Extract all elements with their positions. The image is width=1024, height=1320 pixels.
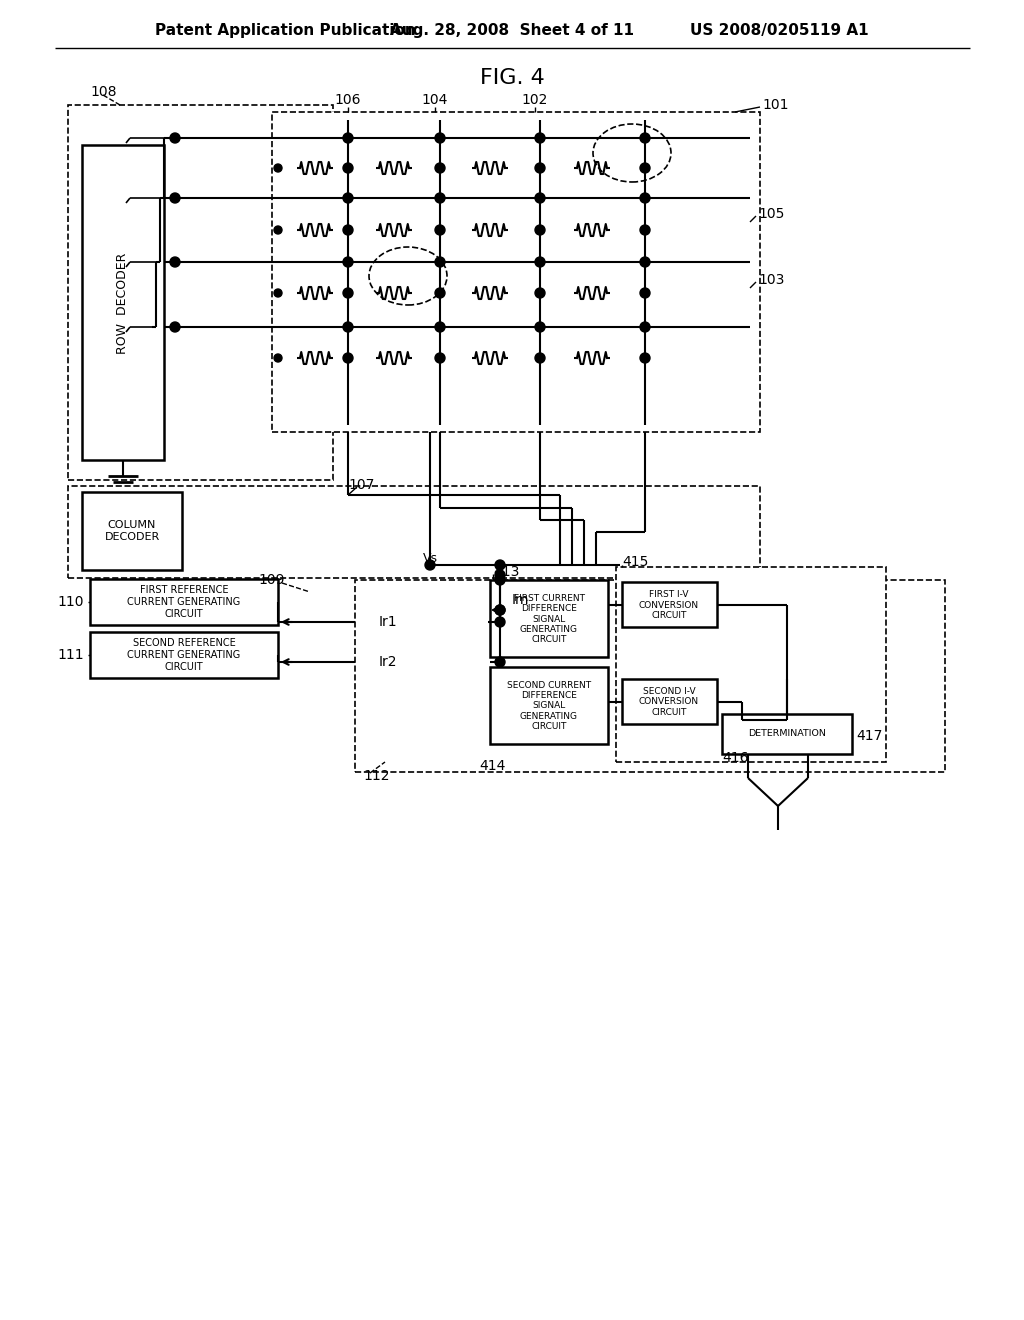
Text: 107: 107 <box>349 478 375 492</box>
Circle shape <box>495 657 505 667</box>
Bar <box>272 112 760 432</box>
Circle shape <box>535 288 545 298</box>
Circle shape <box>640 224 650 235</box>
Text: 105: 105 <box>758 207 784 220</box>
Bar <box>90 632 278 678</box>
Text: 102: 102 <box>522 92 548 107</box>
Circle shape <box>343 193 353 203</box>
Bar <box>722 714 852 754</box>
Circle shape <box>495 616 505 627</box>
Text: FIRST CURRENT
DIFFERENCE
SIGNAL
GENERATING
CIRCUIT: FIRST CURRENT DIFFERENCE SIGNAL GENERATI… <box>513 594 585 644</box>
Circle shape <box>435 224 445 235</box>
Bar <box>68 486 760 578</box>
Circle shape <box>640 257 650 267</box>
Text: 110: 110 <box>57 595 84 609</box>
Text: 415: 415 <box>622 554 648 569</box>
Text: 414: 414 <box>480 759 506 774</box>
Text: Im: Im <box>511 593 528 607</box>
Circle shape <box>274 164 282 172</box>
Circle shape <box>274 289 282 297</box>
Text: 106: 106 <box>335 92 361 107</box>
Circle shape <box>640 193 650 203</box>
Circle shape <box>495 576 505 585</box>
Circle shape <box>343 352 353 363</box>
Text: FIRST REFERENCE
CURRENT GENERATING
CIRCUIT: FIRST REFERENCE CURRENT GENERATING CIRCU… <box>127 585 241 619</box>
Text: 104: 104 <box>422 92 449 107</box>
Circle shape <box>343 257 353 267</box>
Bar <box>82 492 182 570</box>
Bar <box>90 579 278 624</box>
Text: 417: 417 <box>856 729 883 743</box>
Circle shape <box>170 133 180 143</box>
Text: FIRST I-V
CONVERSION
CIRCUIT: FIRST I-V CONVERSION CIRCUIT <box>639 590 699 620</box>
Bar <box>82 145 164 459</box>
Circle shape <box>343 322 353 333</box>
Circle shape <box>535 133 545 143</box>
Circle shape <box>640 288 650 298</box>
Circle shape <box>535 352 545 363</box>
Circle shape <box>495 560 505 570</box>
Bar <box>616 568 886 762</box>
Bar <box>622 582 717 627</box>
Circle shape <box>535 224 545 235</box>
Text: ROW  DECODER: ROW DECODER <box>117 252 129 354</box>
Bar <box>490 667 608 744</box>
Text: DETERMINATION: DETERMINATION <box>749 730 826 738</box>
Circle shape <box>274 226 282 234</box>
Circle shape <box>535 162 545 173</box>
Text: SECOND REFERENCE
CURRENT GENERATING
CIRCUIT: SECOND REFERENCE CURRENT GENERATING CIRC… <box>127 639 241 672</box>
Text: Aug. 28, 2008  Sheet 4 of 11: Aug. 28, 2008 Sheet 4 of 11 <box>390 22 634 37</box>
Circle shape <box>435 193 445 203</box>
Text: 109: 109 <box>259 573 286 587</box>
Text: 111: 111 <box>57 648 84 663</box>
Circle shape <box>435 322 445 333</box>
Circle shape <box>435 133 445 143</box>
Circle shape <box>495 605 505 615</box>
Bar <box>622 678 717 723</box>
Circle shape <box>343 224 353 235</box>
Text: 103: 103 <box>758 273 784 286</box>
Text: Patent Application Publication: Patent Application Publication <box>155 22 416 37</box>
Text: 413: 413 <box>493 565 519 579</box>
Circle shape <box>535 322 545 333</box>
Circle shape <box>640 162 650 173</box>
Text: US 2008/0205119 A1: US 2008/0205119 A1 <box>690 22 868 37</box>
Circle shape <box>170 257 180 267</box>
Text: COLUMN
DECODER: COLUMN DECODER <box>104 520 160 541</box>
Bar <box>355 579 945 772</box>
Text: SECOND CURRENT
DIFFERENCE
SIGNAL
GENERATING
CIRCUIT: SECOND CURRENT DIFFERENCE SIGNAL GENERAT… <box>507 681 591 731</box>
Circle shape <box>640 133 650 143</box>
Text: Ir1: Ir1 <box>379 615 397 630</box>
Bar <box>490 579 608 657</box>
Circle shape <box>535 193 545 203</box>
Circle shape <box>170 193 180 203</box>
Circle shape <box>343 133 353 143</box>
Text: SECOND I-V
CONVERSION
CIRCUIT: SECOND I-V CONVERSION CIRCUIT <box>639 688 699 717</box>
Circle shape <box>274 354 282 362</box>
Bar <box>68 106 333 480</box>
Circle shape <box>495 605 505 615</box>
Circle shape <box>343 162 353 173</box>
Text: FIG. 4: FIG. 4 <box>479 69 545 88</box>
Circle shape <box>640 322 650 333</box>
Text: 416: 416 <box>722 751 749 766</box>
Circle shape <box>170 322 180 333</box>
Circle shape <box>495 570 505 579</box>
Text: Vs: Vs <box>423 552 437 565</box>
Circle shape <box>343 288 353 298</box>
Circle shape <box>435 162 445 173</box>
Text: Ir2: Ir2 <box>379 655 397 669</box>
Circle shape <box>425 560 435 570</box>
Circle shape <box>640 352 650 363</box>
Text: 112: 112 <box>362 770 389 783</box>
Circle shape <box>435 257 445 267</box>
Circle shape <box>435 288 445 298</box>
Text: 101: 101 <box>762 98 788 112</box>
Circle shape <box>435 352 445 363</box>
Circle shape <box>535 257 545 267</box>
Text: 108: 108 <box>90 84 117 99</box>
